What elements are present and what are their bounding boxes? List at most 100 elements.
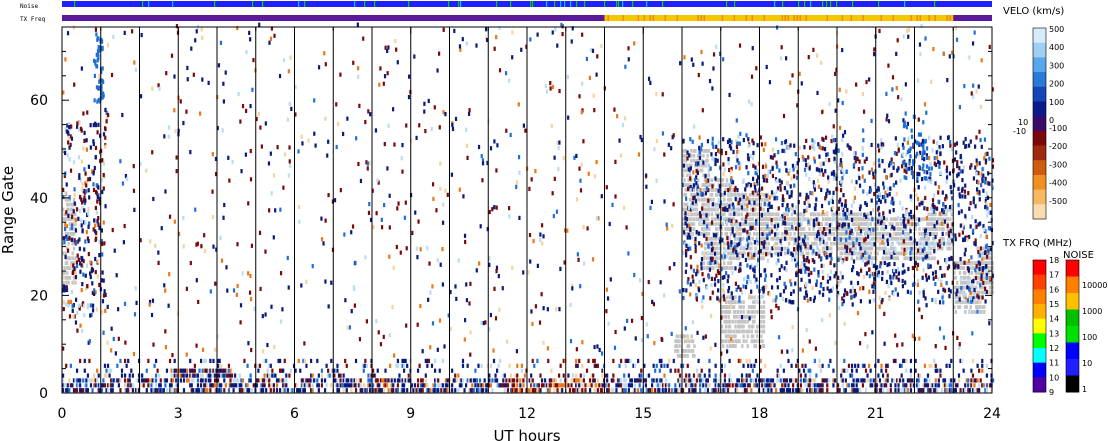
echo-cell bbox=[700, 368, 703, 373]
echo-cell bbox=[691, 383, 694, 388]
echo-cell bbox=[195, 388, 198, 393]
noise-mark bbox=[782, 1, 784, 7]
ground-scatter-cell bbox=[728, 319, 732, 324]
ground-scatter-cell bbox=[66, 202, 69, 207]
echo-cell bbox=[777, 206, 780, 211]
echo-cell bbox=[925, 277, 928, 282]
echo-cell bbox=[489, 363, 492, 368]
echo-cell bbox=[582, 261, 586, 266]
echo-cell bbox=[870, 198, 873, 203]
echo-cell bbox=[661, 383, 665, 388]
ground-scatter-cell bbox=[858, 236, 862, 241]
echo-cell bbox=[713, 378, 716, 383]
echo-cell bbox=[221, 368, 224, 373]
ground-scatter-cell bbox=[729, 207, 733, 212]
echo-cell bbox=[768, 383, 771, 388]
ground-scatter-cell bbox=[847, 231, 851, 236]
ground-scatter-cell bbox=[764, 222, 768, 226]
ground-scatter-cell bbox=[970, 310, 974, 314]
echo-cell bbox=[762, 378, 765, 383]
ground-scatter-cell bbox=[804, 246, 807, 251]
echo-cell bbox=[426, 383, 429, 388]
echo-cell bbox=[105, 119, 108, 124]
ground-scatter-cell bbox=[846, 227, 849, 231]
echo-cell bbox=[352, 60, 355, 65]
echo-cell bbox=[299, 368, 302, 373]
echo-cell bbox=[695, 368, 699, 373]
echo-cell bbox=[353, 286, 356, 292]
ground-scatter-cell bbox=[710, 217, 714, 222]
echo-cell bbox=[700, 243, 703, 248]
echo-cell bbox=[607, 388, 610, 393]
echo-cell bbox=[203, 383, 206, 388]
echo-cell bbox=[549, 80, 552, 86]
echo-cell bbox=[536, 383, 539, 388]
echo-cell bbox=[316, 358, 319, 364]
echo-cell bbox=[678, 289, 681, 294]
ground-scatter-cell bbox=[732, 344, 736, 348]
ground-scatter-cell bbox=[979, 295, 982, 300]
echo-cell bbox=[799, 287, 802, 292]
ground-scatter-cell bbox=[782, 217, 785, 222]
echo-cell bbox=[644, 383, 647, 388]
txfreq-mark bbox=[910, 15, 912, 21]
echo-cell bbox=[901, 284, 905, 289]
ground-scatter-cell bbox=[743, 251, 746, 256]
echo-cell bbox=[611, 202, 614, 208]
echo-cell bbox=[294, 84, 297, 90]
echo-cell bbox=[218, 368, 221, 373]
echo-cell bbox=[162, 378, 165, 383]
echo-cell bbox=[210, 368, 213, 373]
echo-cell bbox=[241, 378, 244, 383]
ground-scatter-cell bbox=[683, 349, 687, 353]
echo-cell bbox=[269, 373, 272, 378]
echo-cell bbox=[934, 274, 938, 279]
echo-cell bbox=[71, 383, 74, 388]
echo-cell bbox=[821, 388, 824, 393]
echo-cell bbox=[551, 84, 555, 90]
echo-cell bbox=[73, 271, 77, 276]
echo-cell bbox=[596, 363, 599, 368]
echo-cell bbox=[593, 383, 596, 388]
ground-scatter-cell bbox=[704, 246, 707, 251]
ground-scatter-cell bbox=[964, 275, 967, 280]
echo-cell bbox=[784, 56, 788, 61]
ground-scatter-cell bbox=[726, 295, 729, 300]
echo-cell bbox=[744, 257, 748, 263]
echo-cell bbox=[403, 358, 406, 364]
ground-scatter-cell bbox=[687, 217, 690, 222]
ground-scatter-cell bbox=[67, 202, 70, 207]
ground-scatter-cell bbox=[962, 280, 966, 285]
echo-cell bbox=[170, 373, 173, 378]
echo-cell bbox=[220, 388, 223, 393]
echo-cell bbox=[182, 368, 186, 373]
echo-cell bbox=[416, 368, 420, 373]
echo-cell bbox=[553, 176, 556, 181]
echo-cell bbox=[62, 383, 65, 388]
echo-cell bbox=[647, 388, 651, 393]
echo-cell bbox=[766, 258, 770, 264]
echo-cell bbox=[869, 383, 872, 388]
ground-scatter-cell bbox=[716, 227, 719, 231]
echo-cell bbox=[344, 383, 347, 388]
ground-scatter-cell bbox=[827, 246, 830, 251]
echo-cell bbox=[419, 247, 422, 252]
echo-cell bbox=[857, 363, 860, 368]
ground-scatter-cell bbox=[702, 256, 706, 261]
echo-cell bbox=[531, 383, 534, 388]
echo-cell bbox=[663, 293, 666, 298]
echo-cell bbox=[463, 233, 467, 238]
ground-scatter-cell bbox=[736, 192, 740, 197]
ground-scatter-cell bbox=[806, 222, 810, 226]
echo-cell bbox=[199, 388, 203, 393]
ground-scatter-cell bbox=[767, 212, 771, 217]
echo-cell bbox=[730, 337, 733, 342]
echo-cell bbox=[282, 383, 285, 388]
echo-cell bbox=[909, 368, 913, 373]
ground-scatter-cell bbox=[727, 339, 730, 344]
ground-scatter-cell bbox=[687, 227, 690, 231]
ground-scatter-cell bbox=[812, 231, 815, 236]
echo-cell bbox=[173, 388, 176, 393]
echo-cell bbox=[554, 27, 557, 32]
echo-cell bbox=[725, 388, 728, 393]
